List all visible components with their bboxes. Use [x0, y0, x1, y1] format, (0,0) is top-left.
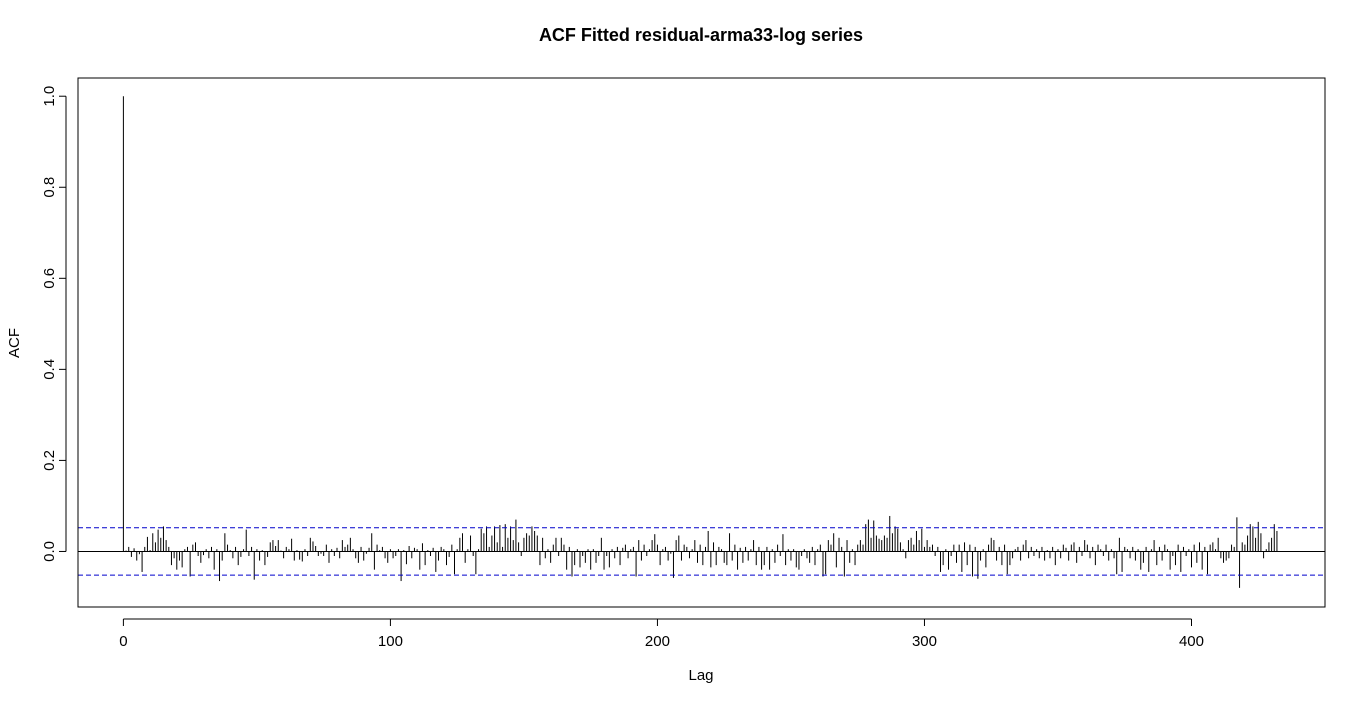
- x-axis-label: Lag: [688, 667, 713, 684]
- x-tick-label: 200: [645, 633, 670, 650]
- y-tick-label: 0.4: [41, 359, 58, 380]
- x-tick-label: 0: [119, 633, 127, 650]
- y-axis: 0.0 0.2 0.4 0.6 0.8 1.0: [41, 86, 67, 562]
- chart-title: ACF Fitted residual-arma33-log series: [539, 25, 863, 45]
- x-axis: 0 100 200 300 400: [119, 618, 1204, 650]
- y-tick-label: 0.0: [41, 541, 58, 562]
- y-axis-label: ACF: [6, 328, 23, 358]
- plot-frame: [77, 77, 1326, 608]
- y-tick-label: 0.8: [41, 177, 58, 198]
- y-tick-label: 1.0: [41, 86, 58, 107]
- y-tick-label: 0.2: [41, 450, 58, 471]
- x-tick-label: 300: [912, 633, 937, 650]
- x-tick-label: 400: [1179, 633, 1204, 650]
- x-tick-label: 100: [378, 633, 403, 650]
- y-tick-label: 0.6: [41, 268, 58, 289]
- acf-bars: [122, 96, 1278, 588]
